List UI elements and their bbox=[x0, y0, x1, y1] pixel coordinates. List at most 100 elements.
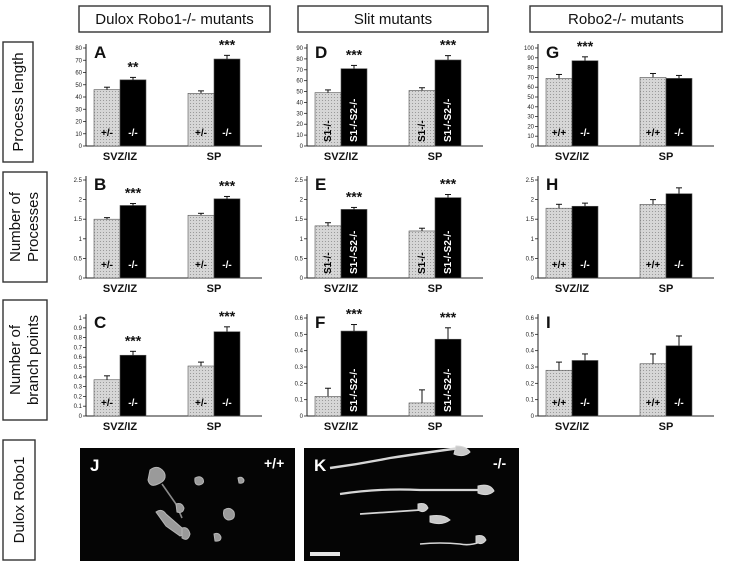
row-box-branch-points bbox=[2, 299, 48, 421]
cell-shape bbox=[237, 476, 245, 484]
y-tick-label: 0.4 bbox=[526, 349, 535, 355]
y-tick-label: 1.5 bbox=[295, 217, 304, 223]
chart-panel-b: B 0 0.5 1 1.5 2 2.5 +/- -/- *** SVZ/IZ +/- -/- *** SP bbox=[74, 175, 262, 295]
category-label: SVZ/IZ bbox=[324, 421, 359, 433]
significance-label: *** bbox=[577, 38, 594, 54]
bar-label: S1-/- bbox=[323, 120, 334, 142]
row-label-branch-points-1: Number of bbox=[7, 324, 24, 395]
bar-control bbox=[314, 396, 342, 417]
cell-shape bbox=[453, 445, 471, 457]
y-tick-label: 0 bbox=[531, 144, 535, 150]
y-tick-label: 0 bbox=[300, 414, 304, 420]
cell-process bbox=[339, 488, 490, 496]
cell-shape bbox=[175, 503, 185, 513]
bar-label: +/+ bbox=[552, 128, 567, 139]
category-label: SVZ/IZ bbox=[555, 283, 590, 295]
category-label: SP bbox=[428, 421, 443, 433]
panel-letter-j: J bbox=[90, 456, 99, 475]
category-label: SVZ/IZ bbox=[324, 283, 359, 295]
bar-control bbox=[639, 77, 667, 147]
y-tick-label: 0.3 bbox=[526, 365, 535, 371]
significance-label: *** bbox=[125, 185, 142, 201]
bar-mutant bbox=[434, 338, 462, 417]
bar-mutant bbox=[340, 68, 368, 147]
y-tick-label: 60 bbox=[75, 71, 82, 77]
category-label: SP bbox=[428, 283, 443, 295]
bar-control bbox=[545, 78, 573, 147]
y-tick-label: 0.6 bbox=[74, 355, 83, 361]
chart-panel-h: H 0 0.5 1 1.5 2 2.5 +/+ -/- SVZ/IZ +/+ -/- SP bbox=[526, 175, 714, 295]
bar-label: S1-/-S2-/- bbox=[349, 369, 360, 412]
micrograph-j-background bbox=[80, 448, 295, 561]
cell-shape bbox=[194, 476, 204, 486]
bar-control bbox=[187, 214, 215, 279]
significance-label: *** bbox=[125, 332, 142, 348]
category-label: SP bbox=[207, 151, 222, 163]
y-tick-label: 0.3 bbox=[295, 365, 304, 371]
y-tick-label: 30 bbox=[527, 115, 534, 121]
micrograph-j-cells bbox=[147, 466, 245, 542]
significance-label: ** bbox=[128, 58, 139, 74]
y-tick-label: 90 bbox=[296, 46, 303, 52]
category-label: SVZ/IZ bbox=[103, 151, 138, 163]
bar-mutant bbox=[571, 360, 599, 417]
y-tick-label: 50 bbox=[75, 83, 82, 89]
bar-mutant bbox=[119, 354, 147, 417]
cell-process bbox=[359, 509, 421, 515]
y-tick-label: 0.7 bbox=[74, 345, 83, 351]
y-tick-label: 1 bbox=[300, 237, 304, 243]
row-labels: Process length Number of Processes Numbe… bbox=[2, 41, 48, 561]
y-tick-label: 0 bbox=[531, 276, 535, 282]
significance-label: *** bbox=[440, 37, 457, 53]
bar-label: S1-/- bbox=[323, 252, 334, 274]
micrograph-k-cells bbox=[329, 445, 495, 546]
bar-control bbox=[187, 93, 215, 147]
bar-label: S1-/-S2-/- bbox=[349, 231, 360, 274]
y-tick-label: 0 bbox=[531, 414, 535, 420]
y-tick-label: 0.2 bbox=[526, 381, 535, 387]
category-label: SP bbox=[207, 283, 222, 295]
bar-mutant bbox=[434, 197, 462, 279]
bar-label: S1-/-S2-/- bbox=[443, 369, 454, 412]
header-box-robo2 bbox=[529, 5, 723, 33]
panel-letter: F bbox=[315, 313, 325, 332]
y-tick-label: 1 bbox=[79, 237, 83, 243]
row-label-branch-points-2: branch points bbox=[25, 315, 42, 405]
cell-process bbox=[329, 446, 461, 470]
bar-label: -/- bbox=[674, 398, 683, 409]
row-label-dulox-robo1: Dulox Robo1 bbox=[11, 457, 28, 544]
category-label: SP bbox=[659, 283, 674, 295]
category-label: SP bbox=[207, 421, 222, 433]
y-tick-label: 70 bbox=[527, 75, 534, 81]
bar-label: +/- bbox=[195, 128, 207, 139]
significance-label: *** bbox=[346, 46, 363, 62]
bar-control bbox=[545, 369, 573, 417]
y-tick-label: 60 bbox=[296, 79, 303, 85]
panel-letter: I bbox=[546, 313, 551, 332]
y-tick-label: 2 bbox=[531, 198, 535, 204]
y-tick-label: 50 bbox=[296, 90, 303, 96]
cell-shape bbox=[213, 532, 222, 542]
bar-label: S1-/-S2-/- bbox=[349, 99, 360, 142]
bar-label: S1-/-S2-/- bbox=[443, 231, 454, 274]
bar-label: +/+ bbox=[552, 398, 567, 409]
bar-mutant bbox=[340, 209, 368, 279]
bar-label: +/- bbox=[195, 398, 207, 409]
cell-shape bbox=[475, 535, 487, 545]
bar-mutant bbox=[665, 78, 693, 147]
chart-panel-d: D 0 10 20 30 40 50 60 70 80 90 S1-/- S1-/-S2-/- *** SV… bbox=[296, 37, 483, 163]
header-box-robo1 bbox=[78, 5, 271, 33]
bar-label: -/- bbox=[580, 128, 589, 139]
panel-letter: B bbox=[94, 175, 106, 194]
y-tick-label: 80 bbox=[296, 57, 303, 63]
header-robo1: Dulox Robo1-/- mutants bbox=[95, 11, 253, 28]
y-tick-label: 1.5 bbox=[74, 217, 83, 223]
y-tick-label: 40 bbox=[75, 95, 82, 101]
y-tick-label: 0.5 bbox=[295, 332, 304, 338]
y-tick-label: 30 bbox=[75, 107, 82, 113]
bar-mutant bbox=[213, 198, 241, 279]
y-tick-label: 1.5 bbox=[526, 217, 535, 223]
y-tick-label: 40 bbox=[296, 100, 303, 106]
bar-label: +/- bbox=[101, 260, 113, 271]
